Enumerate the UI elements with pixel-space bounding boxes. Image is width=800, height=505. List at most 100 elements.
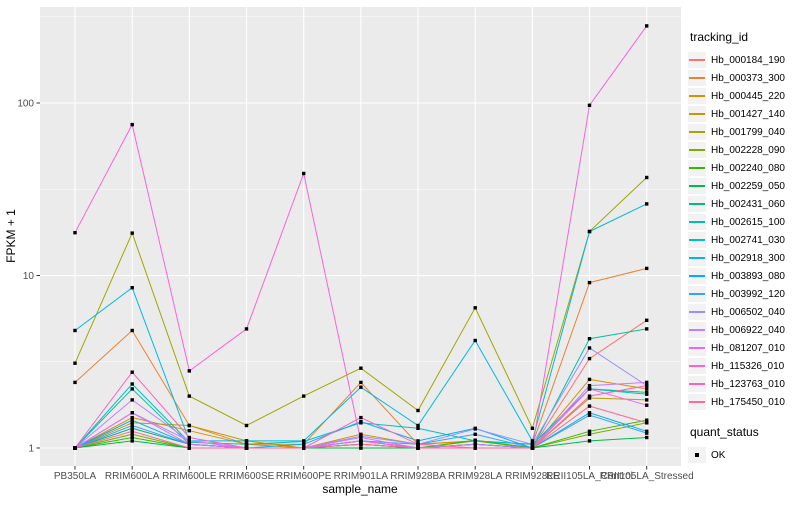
legend-key	[688, 160, 706, 176]
legend-key	[688, 394, 706, 410]
data-point	[359, 415, 363, 420]
data-point	[130, 231, 134, 235]
data-point	[645, 435, 649, 440]
data-point	[359, 366, 363, 370]
data-point	[130, 328, 134, 333]
legend-key	[688, 286, 706, 302]
data-point	[244, 327, 249, 331]
x-tick-label: RRII105LA_Control	[546, 471, 633, 482]
data-point	[645, 327, 649, 331]
axis-tick-marks	[36, 102, 648, 470]
legend-item-Hb_175450_010: Hb_175450_010	[688, 393, 798, 411]
x-tick-label: RRIM928BA	[390, 471, 446, 482]
legend-label: Hb_002918_300	[711, 252, 785, 264]
x-tick-label: RRIM600PE	[276, 471, 332, 482]
data-point	[587, 356, 592, 361]
x-axis-title: sample_name	[322, 482, 398, 496]
legend-line-swatch-icon	[689, 113, 705, 115]
data-point	[416, 426, 420, 430]
data-point	[473, 306, 477, 310]
data-point	[359, 385, 363, 389]
data-point	[130, 439, 134, 443]
data-point	[645, 398, 649, 402]
legend-item-Hb_006922_040: Hb_006922_040	[688, 321, 798, 339]
legend-line-swatch-icon	[689, 149, 705, 151]
legend-line-swatch-icon	[689, 131, 705, 133]
legend-key	[688, 124, 706, 140]
legend-key	[688, 232, 706, 248]
data-point	[587, 103, 592, 107]
legend-item-Hb_000184_190: Hb_000184_190	[688, 51, 798, 69]
data-point	[359, 432, 363, 436]
data-point	[530, 446, 535, 450]
data-point	[416, 442, 420, 446]
legend-item-Hb_003893_080: Hb_003893_080	[688, 267, 798, 285]
data-point	[130, 421, 134, 425]
legend-line-swatch-icon	[689, 239, 705, 241]
data-point	[130, 432, 134, 436]
legend-key	[688, 214, 706, 230]
x-tick-label: PB350LA	[54, 471, 97, 482]
data-point	[645, 202, 649, 206]
legend-line-swatch-icon	[689, 59, 705, 61]
data-point	[187, 423, 191, 428]
legend-line-swatch-icon	[689, 383, 705, 385]
data-point	[645, 266, 649, 271]
data-point	[645, 380, 649, 385]
legend-line-swatch-icon	[689, 95, 705, 97]
data-point	[187, 442, 191, 446]
legend-label: Hb_175450_010	[711, 396, 785, 408]
data-point	[645, 431, 649, 435]
legend-key	[688, 340, 706, 356]
data-point	[530, 439, 535, 443]
legend-label: Hb_000184_190	[711, 54, 785, 66]
legend-label: Hb_000445_220	[711, 90, 785, 102]
legend-title-quant-status: quant_status	[690, 425, 759, 439]
data-point	[416, 446, 420, 450]
quant-ok-key	[688, 447, 706, 463]
x-tick-label: RRIM928LA	[448, 471, 503, 482]
legend-line-swatch-icon	[689, 401, 705, 403]
legend-key	[688, 250, 706, 266]
data-point	[587, 429, 592, 433]
data-point	[473, 442, 477, 446]
data-point	[587, 394, 592, 398]
data-point	[359, 420, 363, 424]
legend-line-swatch-icon	[689, 365, 705, 367]
data-point	[645, 421, 649, 425]
legend-key	[688, 178, 706, 194]
data-point	[130, 418, 134, 422]
legend-label: Hb_002615_100	[711, 216, 785, 228]
legend-item-Hb_006502_040: Hb_006502_040	[688, 303, 798, 321]
data-point	[130, 415, 134, 420]
y-axis-title: FPKM + 1	[4, 209, 18, 263]
data-point	[587, 411, 592, 415]
legend-item-Hb_002918_300: Hb_002918_300	[688, 249, 798, 267]
y-tick-label: 10	[23, 271, 35, 282]
legend-label: Hb_002259_050	[711, 180, 785, 192]
legend-line-swatch-icon	[689, 275, 705, 277]
data-point	[645, 383, 649, 388]
legend-line-swatch-icon	[689, 221, 705, 223]
data-point	[645, 390, 649, 395]
data-point	[244, 439, 249, 443]
data-point	[587, 404, 592, 408]
data-point	[359, 435, 363, 440]
data-point	[302, 394, 306, 398]
data-point	[587, 439, 592, 443]
legend-item-Hb_115326_010: Hb_115326_010	[688, 357, 798, 375]
legend-line-swatch-icon	[689, 329, 705, 331]
legend-item-Hb_001799_040: Hb_001799_040	[688, 123, 798, 141]
legend-line-swatch-icon	[689, 185, 705, 187]
data-point	[187, 369, 191, 373]
data-point	[416, 408, 420, 413]
legend-item-Hb_002431_060: Hb_002431_060	[688, 195, 798, 213]
data-point	[587, 432, 592, 436]
legend-key	[688, 358, 706, 374]
data-point	[645, 318, 649, 322]
legend-line-swatch-icon	[689, 293, 705, 295]
data-point	[473, 427, 477, 431]
legend-title-tracking-id: tracking_id	[690, 30, 749, 44]
data-point	[130, 387, 134, 391]
